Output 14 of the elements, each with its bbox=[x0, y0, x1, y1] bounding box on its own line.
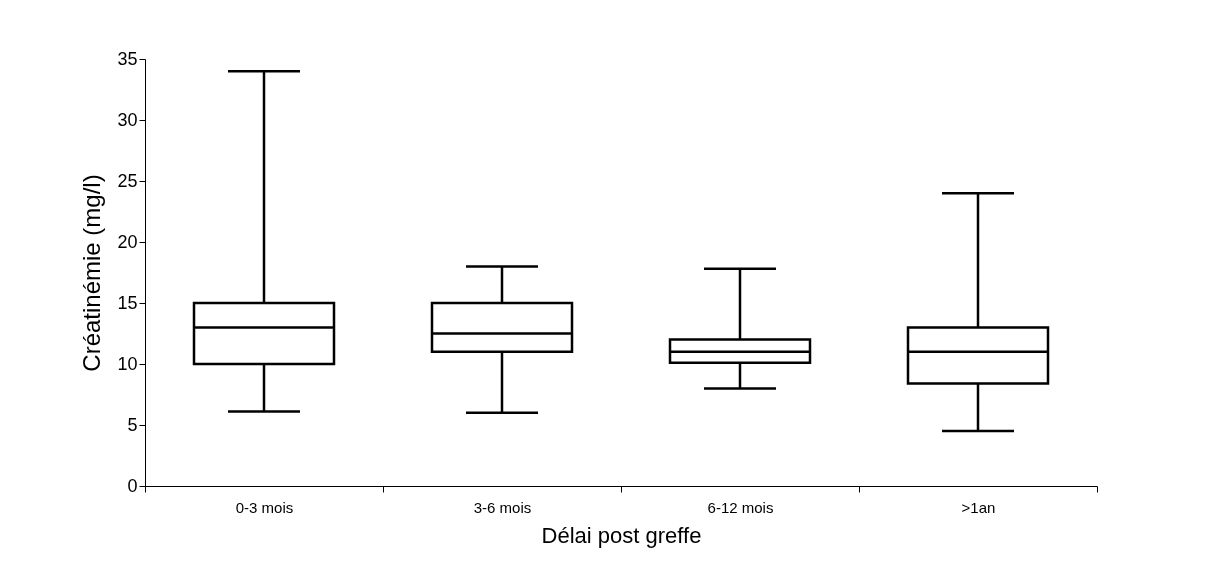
y-tick-label: 35 bbox=[117, 48, 138, 69]
x-tick-label: 6-12 mois bbox=[707, 498, 774, 516]
y-tick-label: 20 bbox=[117, 231, 138, 252]
y-tick-label: 0 bbox=[127, 475, 138, 496]
x-axis-title: Délai post greffe bbox=[541, 522, 702, 548]
x-tick-label: >1an bbox=[961, 498, 996, 516]
y-tick-label: 25 bbox=[117, 170, 138, 191]
x-tick-label: 3-6 mois bbox=[473, 498, 532, 516]
y-tick-label: 30 bbox=[117, 109, 138, 130]
y-tick-label: 10 bbox=[117, 353, 138, 374]
x-tick-label: 0-3 mois bbox=[235, 498, 294, 516]
y-tick-label: 15 bbox=[117, 292, 138, 313]
y-axis-title: Créatinémie (mg/l) bbox=[78, 174, 106, 372]
y-tick-label: 5 bbox=[127, 414, 138, 435]
